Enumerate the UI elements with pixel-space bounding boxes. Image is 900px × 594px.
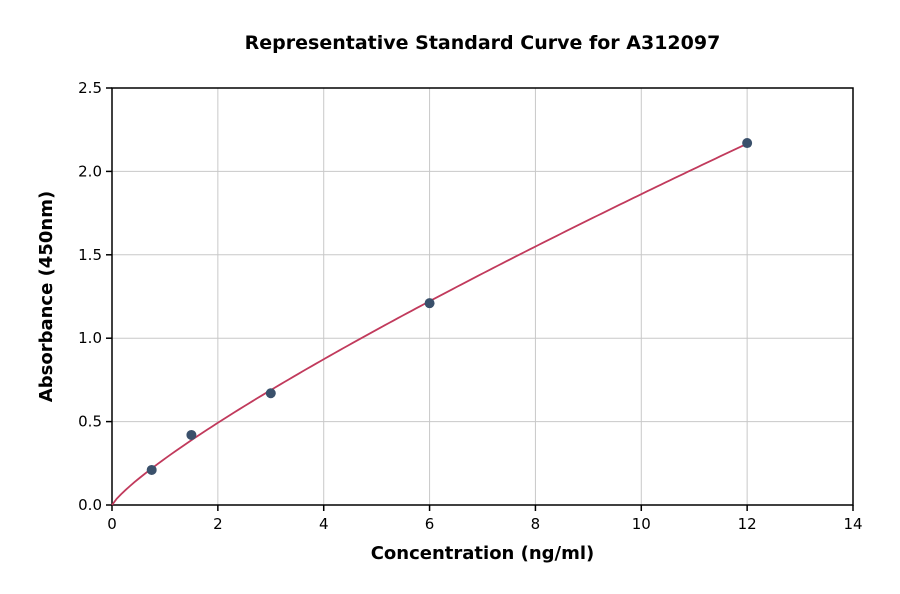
data-point <box>186 429 197 440</box>
data-point <box>742 138 753 149</box>
y-tick-label: 2.5 <box>78 79 102 97</box>
y-tick-label: 1.0 <box>78 329 102 347</box>
x-tick-label: 12 <box>738 515 757 533</box>
x-tick-label: 6 <box>425 515 435 533</box>
data-point <box>265 388 276 399</box>
plot-border <box>111 87 854 506</box>
y-tick-label: 0.5 <box>78 413 102 431</box>
y-tick-label: 1.5 <box>78 246 102 264</box>
x-tick-label: 10 <box>632 515 651 533</box>
x-axis-label: Concentration (ng/ml) <box>370 543 595 564</box>
chart-title: Representative Standard Curve for A31209… <box>244 32 721 54</box>
x-tick-label: 4 <box>319 515 329 533</box>
x-tick-label: 14 <box>843 515 862 533</box>
x-tick-label: 2 <box>213 515 223 533</box>
data-point <box>146 464 157 475</box>
y-tick-label: 2.0 <box>78 162 102 180</box>
y-tick-label: 0.0 <box>78 496 102 514</box>
data-point <box>424 298 435 309</box>
x-tick-label: 8 <box>531 515 541 533</box>
x-tick-label: 0 <box>107 515 117 533</box>
